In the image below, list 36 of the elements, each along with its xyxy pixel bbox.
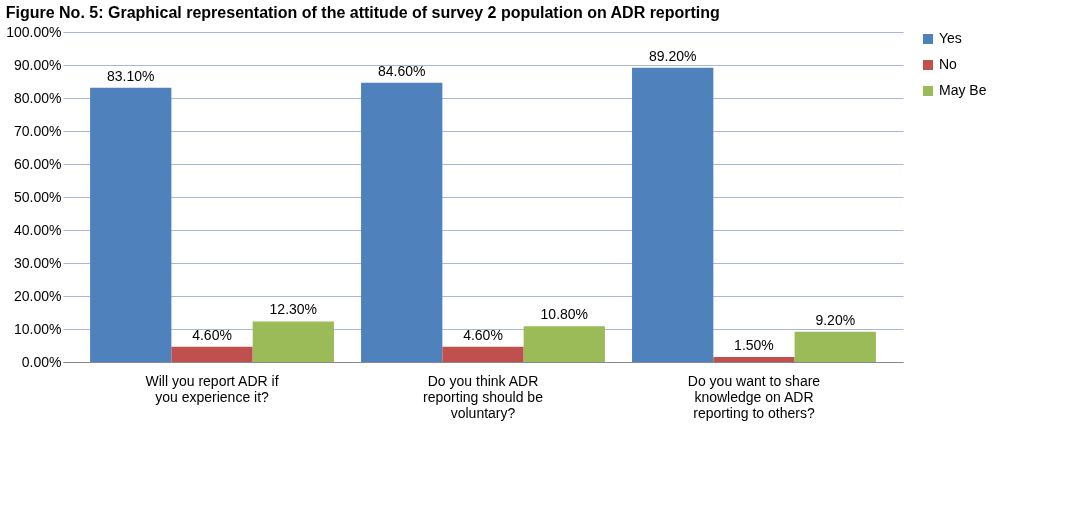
data-label: 89.20%	[648, 47, 697, 64]
bar	[523, 326, 605, 362]
bar	[252, 321, 334, 362]
bar	[794, 331, 876, 362]
bar	[361, 82, 443, 362]
y-tick-label: 0.00%	[21, 353, 62, 370]
data-label: 4.60%	[463, 326, 503, 343]
y-tick-label: 100.00%	[6, 23, 62, 40]
legend-label: No	[939, 56, 958, 72]
y-tick-label: 10.00%	[14, 320, 62, 337]
bar	[90, 87, 172, 362]
y-tick-label: 70.00%	[14, 122, 62, 139]
data-label: 1.50%	[734, 337, 774, 354]
data-label: 84.60%	[377, 62, 426, 79]
y-tick-label: 20.00%	[14, 287, 62, 304]
y-tick-label: 30.00%	[14, 254, 62, 271]
bar	[442, 346, 524, 362]
y-tick-label: 80.00%	[14, 89, 62, 106]
data-label: 4.60%	[192, 326, 232, 343]
data-label: 83.10%	[107, 67, 155, 84]
y-tick-label: 50.00%	[14, 188, 62, 205]
x-tick-label: Do you want to share knowledge on ADR reporting to others?	[687, 372, 821, 421]
bar	[171, 346, 253, 362]
y-tick-label: 60.00%	[14, 155, 62, 172]
chart-title: Figure No. 5: Graphical representation of the attitude of survey 2 population on ADR reporting	[5, 4, 720, 21]
bar	[713, 357, 795, 362]
y-tick-label: 40.00%	[14, 221, 62, 238]
legend-label: Yes	[939, 30, 962, 46]
legend-label: May Be	[939, 82, 987, 98]
x-tick-label: Do you think ADR reporting should be voluntary?	[423, 372, 544, 421]
x-tick-label: Will you report ADR if you experience it?	[145, 372, 279, 405]
bar	[632, 67, 714, 362]
data-label: 10.80%	[540, 306, 589, 323]
y-tick-label: 90.00%	[14, 56, 62, 73]
data-label: 12.30%	[269, 301, 318, 318]
data-label: 9.20%	[815, 311, 856, 328]
